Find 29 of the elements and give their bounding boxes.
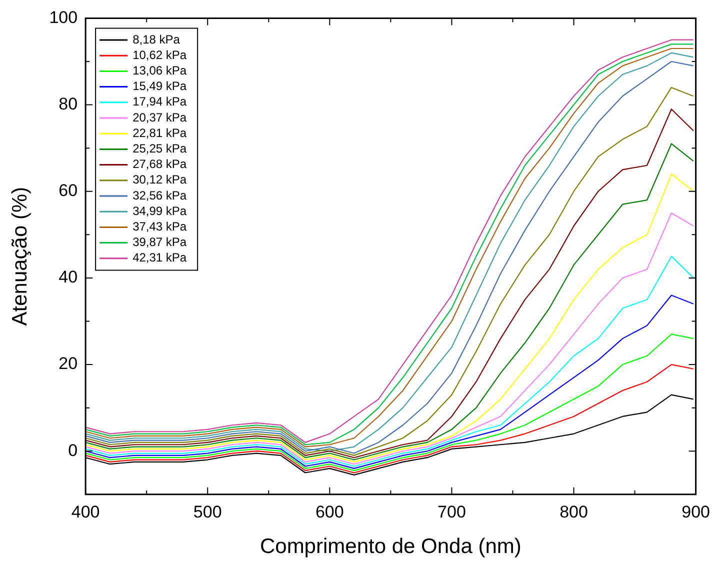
legend-label: 10,62 kPa — [132, 48, 187, 62]
legend-label: 22,81 kPa — [132, 126, 187, 140]
legend-label: 13,06 kPa — [132, 64, 187, 78]
y-tick-label: 20 — [58, 354, 78, 374]
legend-label: 34,99 kPa — [132, 204, 187, 218]
x-tick-label: 500 — [193, 502, 222, 522]
x-tick-label: 600 — [315, 502, 344, 522]
legend-label: 27,68 kPa — [132, 157, 187, 172]
y-tick-label: 0 — [68, 440, 78, 460]
legend-label: 8,18 kPa — [132, 32, 180, 46]
legend-label: 20,37 kPa — [132, 110, 187, 124]
x-tick-label: 900 — [682, 502, 710, 522]
x-tick-label: 800 — [560, 502, 588, 522]
legend-label: 32,56 kPa — [132, 188, 187, 202]
legend-label: 30,12 kPa — [132, 172, 187, 187]
legend-label: 39,87 kPa — [132, 235, 187, 250]
y-axis-title: Atenuação (%) — [8, 186, 32, 326]
y-tick-label: 40 — [58, 268, 78, 287]
legend-label: 25,25 kPa — [132, 142, 187, 156]
y-tick-label: 60 — [58, 181, 78, 200]
y-tick-label: 80 — [58, 94, 78, 114]
x-tick-label: 400 — [71, 502, 100, 522]
legend-label: 37,43 kPa — [132, 220, 187, 234]
y-tick-label: 100 — [49, 8, 78, 27]
x-tick-label: 700 — [438, 502, 466, 522]
legend-label: 17,94 kPa — [132, 94, 187, 109]
legend-label: 42,31 kPa — [132, 250, 187, 265]
x-axis-title: Comprimento de Onda (nm) — [260, 535, 522, 558]
legend-label: 15,49 kPa — [132, 79, 187, 94]
